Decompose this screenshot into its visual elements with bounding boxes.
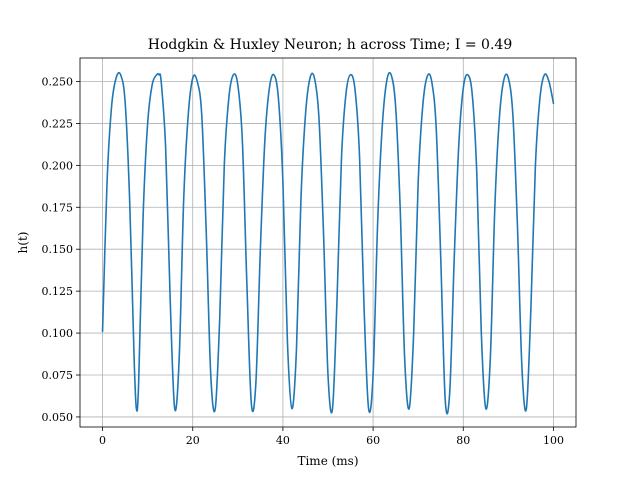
y-axis-label: h(t) — [16, 232, 30, 254]
x-tick-label: 0 — [99, 434, 106, 447]
x-tick-label: 60 — [366, 434, 380, 447]
series-line-h — [101, 71, 555, 415]
y-axis: 0.050 0.075 0.100 0.125 0.150 0.175 0.200 0.225… — [42, 75, 80, 424]
x-tick-label: 20 — [186, 434, 200, 447]
x-axis: 0 20 40 60 80 100 — [99, 427, 564, 447]
y-tick-label: 0.200 — [42, 159, 74, 172]
y-tick-label: 0.150 — [42, 243, 74, 256]
y-tick-label: 0.225 — [42, 117, 74, 130]
y-tick-label: 0.125 — [42, 285, 74, 298]
y-tick-label: 0.050 — [42, 411, 74, 424]
chart-title: Hodgkin & Huxley Neuron; h across Time; … — [148, 37, 512, 53]
y-tick-label: 0.100 — [42, 327, 74, 340]
y-tick-label: 0.075 — [42, 369, 74, 382]
grid — [80, 58, 576, 427]
plot-series — [101, 71, 555, 415]
x-axis-label: Time (ms) — [297, 454, 358, 468]
x-tick-label: 100 — [543, 434, 564, 447]
x-tick-label: 80 — [456, 434, 470, 447]
y-tick-label: 0.250 — [42, 75, 74, 88]
plot-frame — [79, 57, 577, 428]
y-tick-label: 0.175 — [42, 201, 74, 214]
x-tick-label: 40 — [276, 434, 290, 447]
